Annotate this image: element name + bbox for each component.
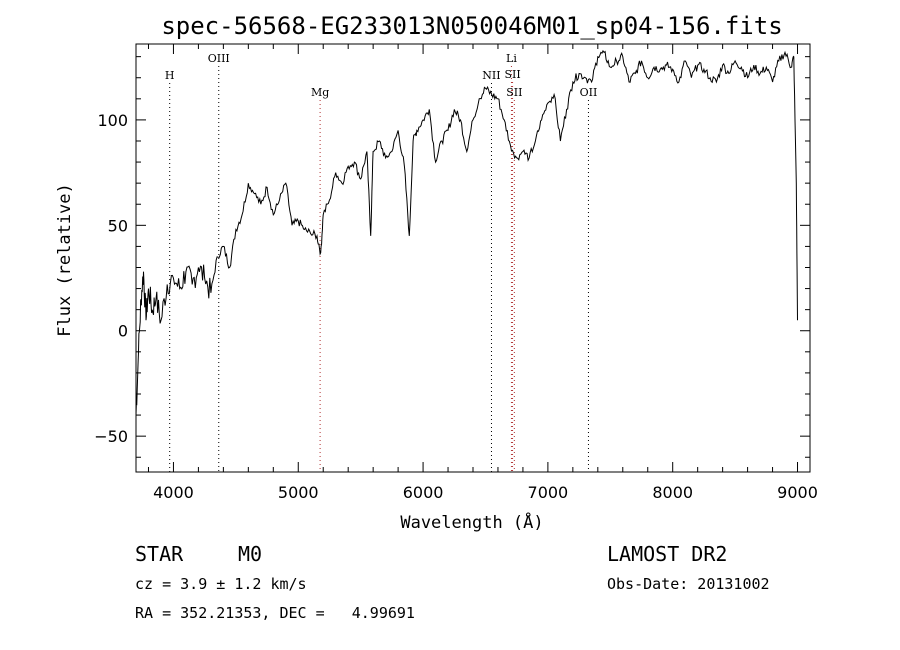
line-marker-label: SII xyxy=(504,68,520,81)
spectral-line-markers: H OIII Mg NII Li SII SII OII xyxy=(165,52,597,472)
y-tick-label: 0 xyxy=(118,322,128,341)
line-marker-label: OIII xyxy=(208,52,230,65)
redshift-info: cz = 3.9 ± 1.2 km/s xyxy=(135,575,307,593)
x-axis-label: Wavelength (Å) xyxy=(400,511,543,533)
x-tick-label: 6000 xyxy=(403,483,444,502)
line-marker-label: Li xyxy=(506,52,517,65)
x-tick-label: 5000 xyxy=(278,483,319,502)
chart-title: spec-56568-EG233013N050046M01_sp04-156.f… xyxy=(161,12,782,40)
line-marker-label: NII xyxy=(482,69,500,82)
x-tick-label: 7000 xyxy=(528,483,569,502)
y-tick-label: 50 xyxy=(108,216,128,235)
x-axis-ticks: 4000 5000 6000 7000 8000 9000 xyxy=(147,44,818,502)
x-tick-label: 8000 xyxy=(652,483,693,502)
line-marker-label: SII xyxy=(506,86,522,99)
line-marker-label: Mg xyxy=(311,86,329,99)
y-tick-label: 100 xyxy=(97,111,128,130)
plot-frame xyxy=(135,43,811,473)
observation-date: Obs-Date: 20131002 xyxy=(607,575,770,593)
x-tick-label: 4000 xyxy=(153,483,194,502)
y-axis-label: Flux (relative) xyxy=(55,183,75,337)
object-subclass: M0 xyxy=(238,542,263,566)
line-marker-label: H xyxy=(165,69,175,82)
line-marker-label: OII xyxy=(580,86,598,99)
y-tick-label: −50 xyxy=(94,427,128,446)
coordinates: RA = 352.21353, DEC = 4.99691 xyxy=(135,604,415,622)
plot-border xyxy=(135,43,811,473)
spectrum-line xyxy=(135,49,798,416)
series-group xyxy=(135,49,798,416)
survey-name: LAMOST DR2 xyxy=(607,542,728,566)
object-class: STAR xyxy=(135,542,184,566)
x-tick-label: 9000 xyxy=(777,483,818,502)
